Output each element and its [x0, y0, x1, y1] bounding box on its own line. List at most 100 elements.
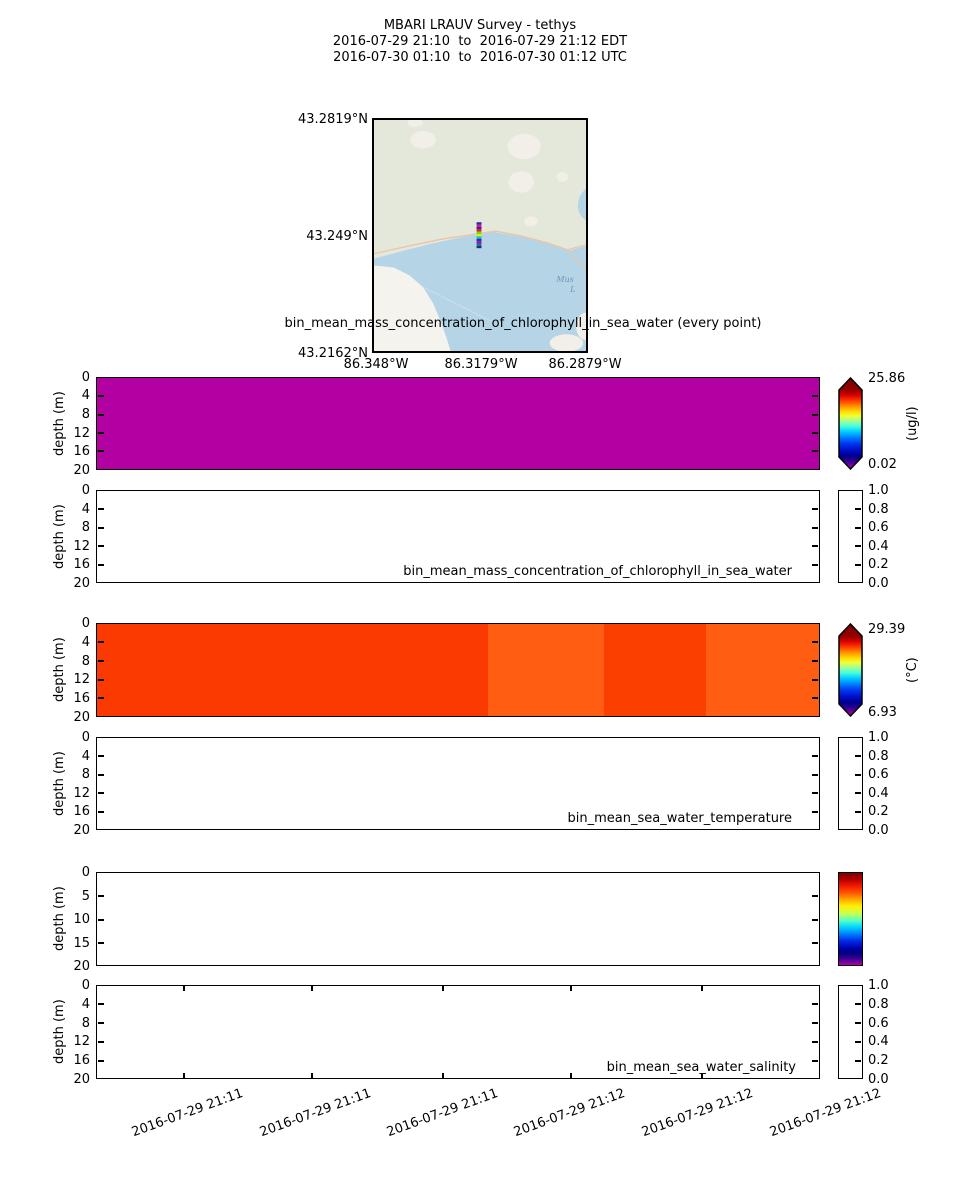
map-place-label-line1: Mus — [556, 275, 574, 284]
panel-temp-binned — [96, 737, 820, 830]
panel-inner-label: bin_mean_sea_water_temperature — [567, 811, 792, 826]
colorbar-tick-label: 0.2 — [868, 557, 889, 572]
panel-sal-binned — [96, 985, 820, 1079]
x-tick-label: 2016-07-29 21:11 — [257, 1086, 374, 1141]
y-tick-label: 0 — [81, 370, 90, 385]
panel-temp-points — [96, 623, 820, 717]
figure-subtitle-utc: 2016-07-30 01:10 to 2016-07-30 01:12 UTC — [333, 50, 627, 65]
y-tick-label: 16 — [73, 444, 90, 459]
y-tick-label: 8 — [81, 767, 90, 782]
y-tick-label: 0 — [81, 616, 90, 631]
y-tick-label: 10 — [73, 912, 90, 927]
y-tick-label: 4 — [81, 997, 90, 1012]
y-tick-label: 16 — [73, 557, 90, 572]
colorbar-sal-points — [838, 872, 863, 966]
y-tick-label: 8 — [81, 407, 90, 422]
colorbar-tick-label: 0.8 — [868, 749, 889, 764]
figure-title: MBARI LRAUV Survey - tethys — [383, 18, 577, 33]
colorbar-tick-label: 1.0 — [868, 730, 889, 745]
y-tick-label: 8 — [81, 654, 90, 669]
temp-band — [603, 624, 706, 716]
y-tick-label: 20 — [73, 710, 90, 725]
panel-sal-points — [96, 872, 820, 966]
temp-band — [487, 624, 604, 716]
colorbar-temp-points — [838, 623, 863, 717]
panel-inner-label: bin_mean_sea_water_salinity — [606, 1060, 796, 1075]
y-tick-label: 20 — [73, 463, 90, 478]
survey-map: Mus L — [372, 118, 596, 353]
y-tick-label: 12 — [73, 426, 90, 441]
y-tick-label: 20 — [73, 1072, 90, 1087]
y-tick-label: 5 — [81, 889, 90, 904]
colorbar-tick-label: 0.4 — [868, 786, 889, 801]
y-tick-label: 16 — [73, 1053, 90, 1068]
y-tick-label: 16 — [73, 691, 90, 706]
y-tick-label: 8 — [81, 520, 90, 535]
lat-tick-label: 43.2819°N — [298, 112, 368, 127]
y-tick-label: 4 — [81, 749, 90, 764]
y-tick-label: 12 — [73, 786, 90, 801]
colorbar-tick-label: 0.0 — [868, 823, 889, 838]
lat-tick-label: 43.2162°N — [298, 346, 368, 361]
vehicle-track — [476, 222, 482, 249]
y-tick-label: 4 — [81, 388, 90, 403]
x-tick-label: 2016-07-29 21:11 — [129, 1086, 246, 1141]
x-tick-label: 2016-07-29 21:12 — [767, 1086, 884, 1141]
panel-chl-points — [96, 377, 820, 470]
y-tick-label: 0 — [81, 730, 90, 745]
colorbar-min-label: 0.02 — [868, 457, 897, 472]
panel-inner-label: bin_mean_mass_concentration_of_chlorophy… — [403, 564, 792, 579]
colorbar-tick-label: 0.0 — [868, 1072, 889, 1087]
colorbar-tick-label: 0.0 — [868, 576, 889, 591]
colorbar-tick-label: 0.8 — [868, 997, 889, 1012]
colorbar-sal-binned — [838, 985, 863, 1079]
y-tick-label: 20 — [73, 959, 90, 974]
y-tick-label: 15 — [73, 936, 90, 951]
y-tick-label: 8 — [81, 1016, 90, 1031]
y-tick-label: 4 — [81, 502, 90, 517]
colorbar-tick-label: 0.6 — [868, 520, 889, 535]
colorbar-tick-label: 0.6 — [868, 767, 889, 782]
colorbar-tick-label: 1.0 — [868, 483, 889, 498]
colorbar-tick-label: 0.2 — [868, 1053, 889, 1068]
colorbar-chl-binned — [838, 490, 863, 583]
colorbar-max-label: 25.86 — [868, 371, 906, 386]
colorbar-unit-label: (ug/l) — [905, 406, 920, 441]
x-tick-label: 2016-07-29 21:12 — [639, 1086, 756, 1141]
colorbar-tick-label: 0.4 — [868, 1034, 889, 1049]
colorbar-max-label: 29.39 — [868, 622, 906, 637]
colorbar-min-label: 6.93 — [868, 705, 897, 720]
y-tick-label: 20 — [73, 576, 90, 591]
colorbar-temp-binned — [838, 737, 863, 830]
y-tick-label: 12 — [73, 1034, 90, 1049]
colorbar-tick-label: 0.2 — [868, 804, 889, 819]
colorbar-tick-label: 0.8 — [868, 502, 889, 517]
panel-chl-binned — [96, 490, 820, 583]
y-tick-label: 0 — [81, 978, 90, 993]
map-place-label-line2: L — [569, 285, 575, 294]
colorbar-tick-label: 0.4 — [868, 539, 889, 554]
colorbar-tick-label: 1.0 — [868, 978, 889, 993]
colorbar-tick-label: 0.6 — [868, 1016, 889, 1031]
y-tick-label: 12 — [73, 672, 90, 687]
coast-road-line — [373, 230, 587, 255]
lon-tick-label: 86.348°W — [343, 357, 409, 372]
y-tick-label: 20 — [73, 823, 90, 838]
temp-band — [97, 624, 488, 716]
y-tick-label: 16 — [73, 804, 90, 819]
lat-tick-label: 43.249°N — [306, 229, 368, 244]
colorbar-chl-points — [838, 377, 863, 470]
map-graphic: Mus L — [373, 119, 596, 352]
y-tick-label: 0 — [81, 483, 90, 498]
lon-tick-label: 86.2879°W — [548, 357, 622, 372]
x-tick-label: 2016-07-29 21:11 — [384, 1086, 501, 1141]
y-tick-label: 12 — [73, 539, 90, 554]
x-tick-label: 2016-07-29 21:12 — [511, 1086, 628, 1141]
lon-tick-label: 86.3179°W — [444, 357, 518, 372]
y-tick-label: 0 — [81, 865, 90, 880]
panel1-title: bin_mean_mass_concentration_of_chlorophy… — [284, 316, 762, 331]
y-tick-label: 4 — [81, 635, 90, 650]
colorbar-unit-label: (°C) — [905, 657, 920, 683]
temp-band — [705, 624, 819, 716]
